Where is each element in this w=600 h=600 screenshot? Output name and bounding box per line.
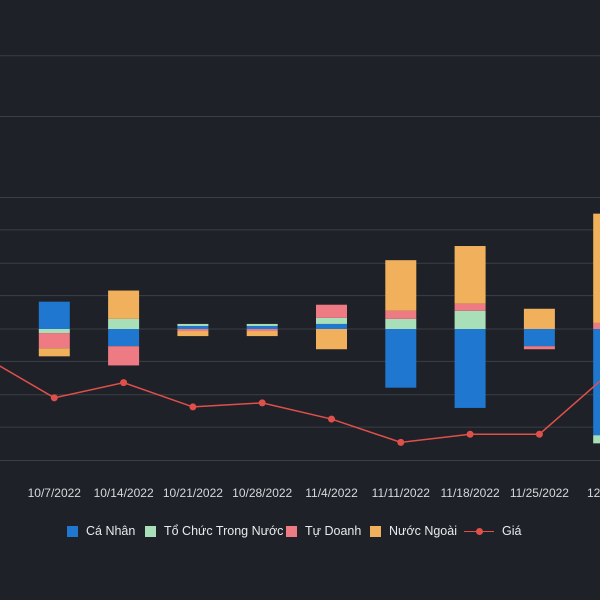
bar-segment (108, 318, 140, 329)
legend-label: Tự Doanh (305, 524, 362, 538)
legend-label: Cá Nhân (86, 524, 136, 538)
x-tick-label: 11/11/2022 (372, 486, 431, 500)
price-point (535, 430, 543, 438)
bar-segment (523, 346, 555, 350)
x-tick-label: 11/4/2022 (305, 486, 358, 500)
bar-segment (523, 308, 555, 329)
price-point (258, 399, 266, 407)
bar-segment (177, 325, 209, 329)
bar-segment (316, 317, 347, 324)
bar-segment (246, 329, 278, 332)
bar-segment (593, 435, 600, 444)
price-line (0, 365, 600, 444)
price-point (120, 379, 128, 387)
bar-segment (454, 246, 486, 304)
x-tick-label: 12/2022 (587, 486, 600, 500)
price-point (189, 403, 197, 411)
legend-item-tu-doanh[interactable]: Tự Doanh (286, 520, 361, 542)
bar-segment (454, 310, 486, 329)
bar-segment (385, 310, 417, 319)
x-tick-label: 10/21/2022 (163, 486, 223, 500)
bar-segment (593, 322, 600, 329)
bar-segment (246, 331, 278, 337)
price-point (397, 438, 405, 446)
bar-segment (385, 260, 417, 311)
plot-area: 202210/7/202210/14/202210/21/202210/28/2… (0, 55, 600, 500)
bar-segment (316, 329, 347, 350)
legend-item-nuoc-ngoai[interactable]: Nước Ngoài (370, 520, 457, 542)
bar-segment (38, 333, 70, 349)
legend-label: Tổ Chức Trong Nước (164, 524, 284, 538)
bar-segment (38, 301, 70, 329)
price-point (50, 394, 58, 402)
legend-swatch-nuoc-ngoai (370, 525, 381, 537)
bar-segment (177, 331, 209, 337)
bar-segment (454, 329, 486, 408)
bar-segment (246, 323, 278, 326)
legend-label: Nước Ngoài (389, 524, 457, 538)
bar-segment (316, 304, 347, 318)
legend: Cá Nhân Tổ Chức Trong Nước Tự Doanh Nước… (0, 520, 600, 542)
legend-line-gia-icon (464, 525, 494, 537)
price-point (466, 430, 474, 438)
x-tick-label: 11/25/2022 (510, 486, 569, 500)
x-tick-label: 11/18/2022 (441, 486, 500, 500)
legend-swatch-to-chuc-trong-nuoc (145, 525, 156, 537)
legend-item-to-chuc-trong-nuoc[interactable]: Tổ Chức Trong Nước (145, 520, 283, 542)
bar-segment (108, 346, 140, 366)
x-tick-label: 10/7/2022 (28, 486, 82, 500)
bar-segment (38, 348, 70, 357)
bar-segment (385, 329, 417, 388)
bar-segment (108, 329, 140, 347)
bar-segment (38, 329, 70, 334)
bar-segment (593, 213, 600, 323)
bar-segment (593, 329, 600, 436)
legend-swatch-tu-doanh (286, 525, 297, 537)
bar-segment (523, 329, 555, 347)
legend-label: Giá (502, 524, 522, 538)
legend-item-gia[interactable]: Giá (464, 520, 521, 542)
legend-item-ca-nhan[interactable]: Cá Nhân (67, 520, 135, 542)
price-point (328, 415, 335, 423)
bar-segment (316, 323, 347, 329)
bar-segment (108, 290, 140, 319)
bar-segment (454, 303, 486, 311)
bar-segment (177, 323, 209, 326)
bar-segment (385, 318, 417, 329)
legend-swatch-ca-nhan (67, 525, 78, 537)
bar-segment (177, 329, 209, 332)
bar-segment (246, 325, 278, 329)
x-tick-label: 10/28/2022 (232, 486, 292, 500)
x-tick-label: 10/14/2022 (94, 486, 154, 500)
